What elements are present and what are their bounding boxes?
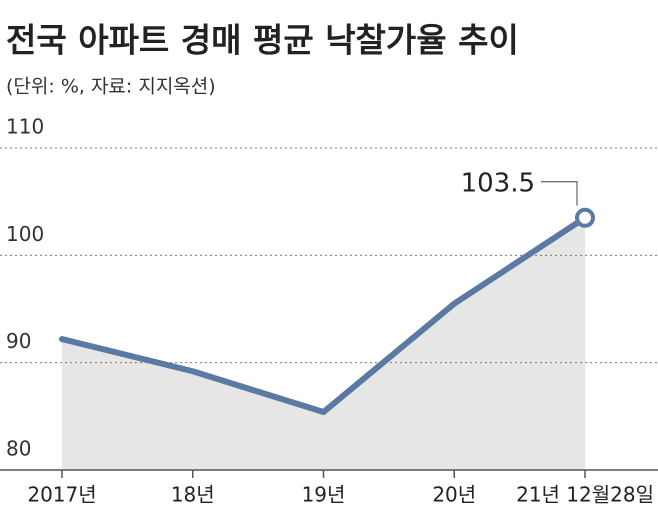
y-tick-label: 100 [6,222,44,246]
x-tick-label: 20년 [432,483,476,507]
y-tick-label: 90 [6,329,31,353]
chart-title: 전국 아파트 경매 평균 낙찰가율 추이 [6,21,519,60]
data-label: 103.5 [461,168,535,198]
chart-subtitle: (단위: %, 자료: 지지옥션) [6,76,216,98]
x-tick-label: 2017년 [27,483,96,507]
line [59,214,588,416]
x-tick-label: 19년 [302,483,346,507]
point-marker [575,207,595,228]
x-tick-label: 18년 [171,483,215,507]
area [62,217,585,470]
leader-line [541,181,578,206]
x-tick-label: 21년 12월28일 [516,483,654,507]
y-tick-label: 110 [6,115,44,139]
y-tick-label: 80 [6,437,31,461]
